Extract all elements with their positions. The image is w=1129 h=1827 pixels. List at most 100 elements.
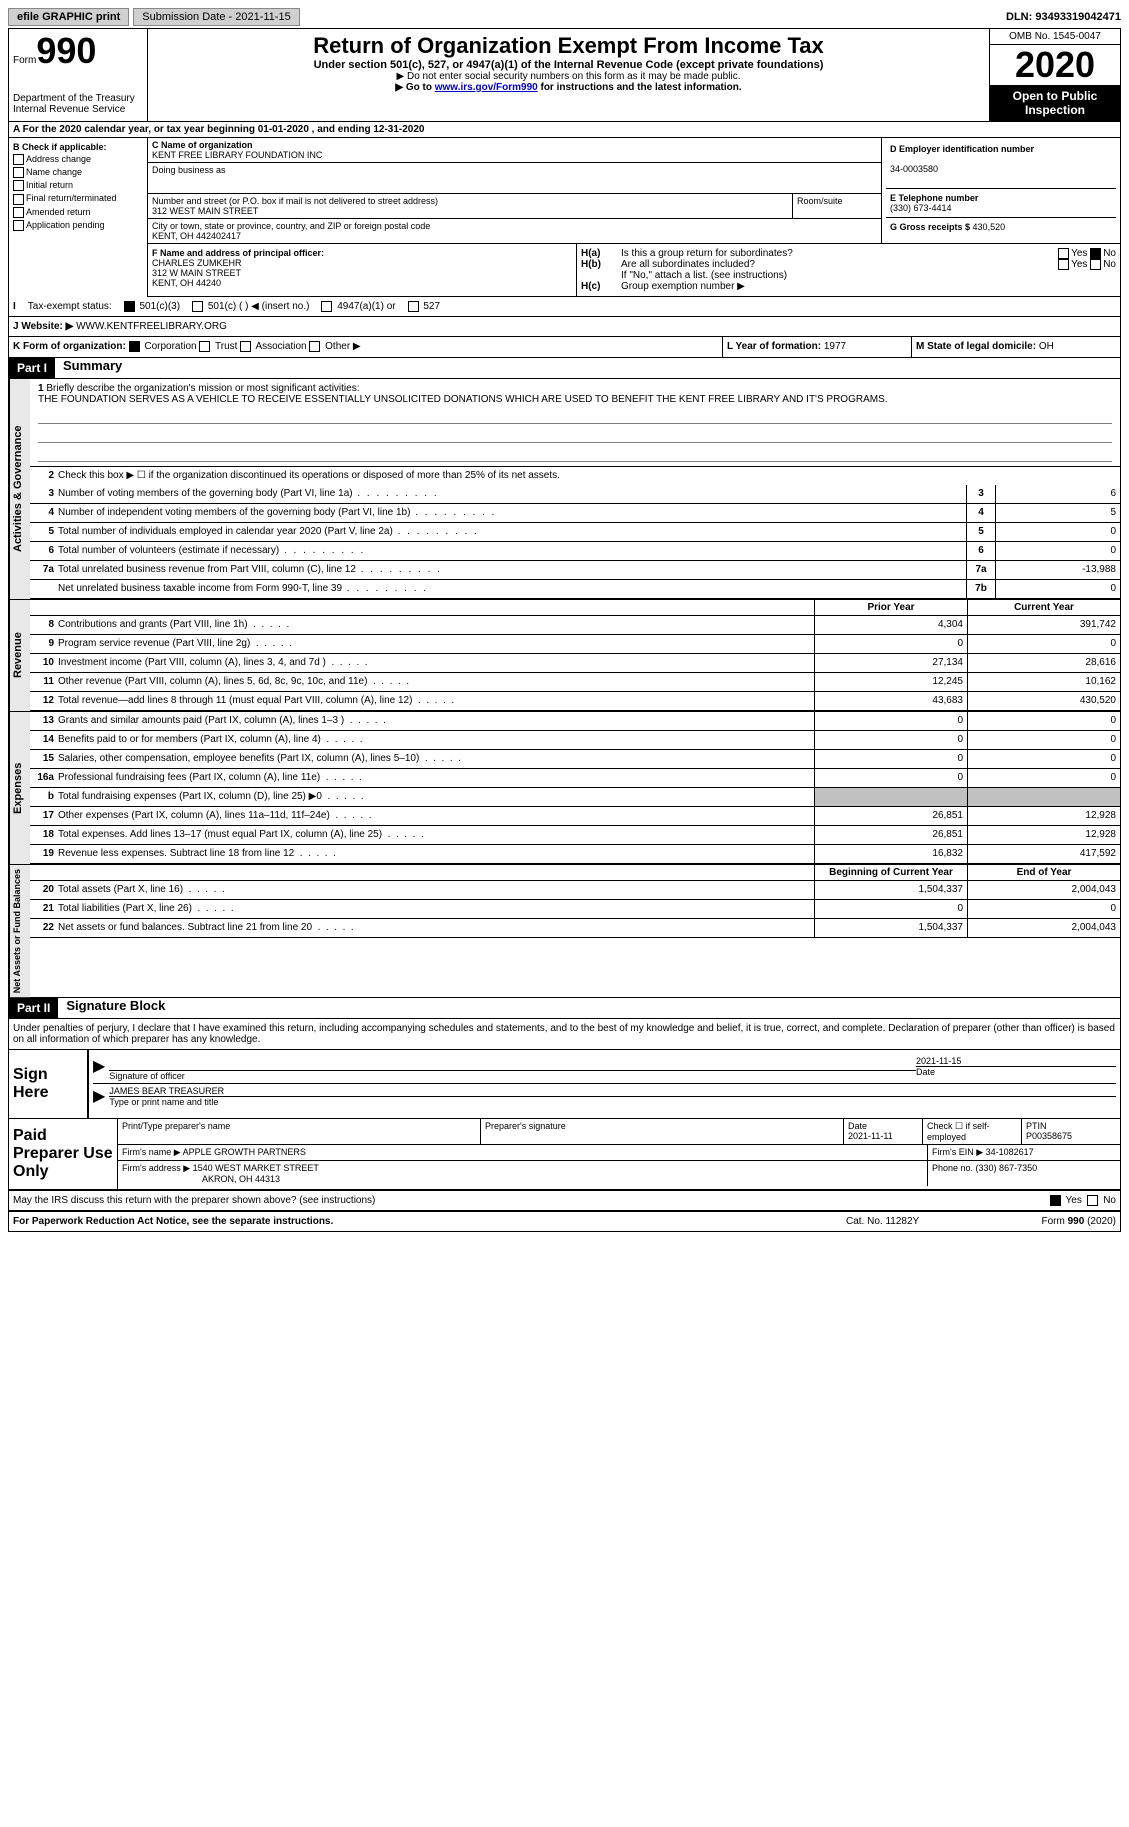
part1-header: Part I [9, 358, 55, 378]
officer-addr2: KENT, OH 44240 [152, 278, 221, 288]
checkbox-pending[interactable] [13, 220, 24, 231]
irs-link[interactable]: www.irs.gov/Form990 [435, 82, 538, 93]
efile-button[interactable]: efile GRAPHIC print [8, 8, 129, 26]
current-val: 12,928 [967, 826, 1120, 844]
checkbox-hb-no[interactable] [1090, 259, 1101, 270]
line-desc: Revenue less expenses. Subtract line 18 … [58, 845, 814, 863]
line-desc: Other revenue (Part VIII, column (A), li… [58, 673, 814, 691]
current-val: 2,004,043 [967, 881, 1120, 899]
line-num: b [30, 788, 58, 806]
checkbox-other[interactable] [309, 341, 320, 352]
line-desc: Net assets or fund balances. Subtract li… [58, 919, 814, 937]
line-box: 4 [966, 504, 995, 522]
header-right: OMB No. 1545-0047 2020 Open to Public In… [989, 29, 1120, 121]
line2-text: Check this box ▶ ☐ if the organization d… [58, 468, 1120, 483]
row-j: J Website: ▶ WWW.KENTFREELIBRARY.ORG [9, 317, 1120, 337]
city-label: City or town, state or province, country… [152, 221, 430, 231]
prior-val: 26,851 [814, 826, 967, 844]
line-desc: Total fundraising expenses (Part IX, col… [58, 788, 814, 806]
checkbox-trust[interactable] [199, 341, 210, 352]
checkbox-527[interactable] [408, 301, 419, 312]
prior-val: 1,504,337 [814, 881, 967, 899]
firm-addr2: AKRON, OH 44313 [122, 1174, 280, 1184]
checkbox-assoc[interactable] [240, 341, 251, 352]
line-desc: Other expenses (Part IX, column (A), lin… [58, 807, 814, 825]
footer-left: For Paperwork Reduction Act Notice, see … [13, 1216, 846, 1227]
current-year-header: Current Year [967, 600, 1120, 615]
line-desc: Total number of individuals employed in … [58, 524, 966, 539]
prior-val: 0 [814, 712, 967, 730]
checkbox-501c3[interactable] [124, 301, 135, 312]
row-k-left: K Form of organization: Corporation Trus… [9, 337, 722, 356]
discuss-text: May the IRS discuss this return with the… [13, 1195, 375, 1206]
line-desc: Total liabilities (Part X, line 26) . . … [58, 900, 814, 918]
firm-name: APPLE GROWTH PARTNERS [183, 1147, 306, 1157]
line-desc: Number of voting members of the governin… [58, 486, 966, 501]
line-num: 12 [30, 692, 58, 710]
submission-date-button[interactable]: Submission Date - 2021-11-15 [133, 8, 299, 26]
prep-name-label: Print/Type preparer's name [118, 1119, 481, 1144]
checkbox-501c[interactable] [192, 301, 203, 312]
firm-phone: (330) 867-7350 [976, 1163, 1038, 1173]
gross-label: G Gross receipts $ [890, 222, 973, 232]
line1-label: Briefly describe the organization's miss… [46, 383, 359, 394]
current-val: 12,928 [967, 807, 1120, 825]
line-desc: Grants and similar amounts paid (Part IX… [58, 712, 814, 730]
part2-header: Part II [9, 998, 58, 1018]
checkbox-ha-yes[interactable] [1058, 248, 1069, 259]
c-name-label: C Name of organization [152, 140, 253, 150]
room-suite: Room/suite [793, 194, 881, 218]
line-desc: Salaries, other compensation, employee b… [58, 750, 814, 768]
line-desc: Total assets (Part X, line 16) . . . . . [58, 881, 814, 899]
ein-label: D Employer identification number [890, 144, 1034, 154]
side-net-assets: Net Assets or Fund Balances [9, 865, 30, 997]
current-val: 0 [967, 769, 1120, 787]
end-year-header: End of Year [967, 865, 1120, 880]
submission-label: Submission Date - [142, 11, 235, 23]
prior-val: 1,504,337 [814, 919, 967, 937]
prior-val: 43,683 [814, 692, 967, 710]
sig-date-label: Date [916, 1066, 1116, 1077]
part1-title: Summary [55, 358, 122, 378]
sign-here-label: Sign Here [9, 1050, 87, 1118]
street-address: 312 WEST MAIN STREET [152, 206, 258, 216]
current-val: 0 [967, 731, 1120, 749]
checkbox-4947[interactable] [321, 301, 332, 312]
sig-date: 2021-11-15 [916, 1056, 1116, 1066]
prior-val: 0 [814, 750, 967, 768]
ptin: P00358675 [1026, 1131, 1072, 1141]
line-box: 7a [966, 561, 995, 579]
begin-year-header: Beginning of Current Year [814, 865, 967, 880]
checkbox-corp[interactable] [129, 341, 140, 352]
current-val: 430,520 [967, 692, 1120, 710]
arrow-icon: ▶ [93, 1086, 109, 1107]
checkbox-name-change[interactable] [13, 167, 24, 178]
line-desc: Program service revenue (Part VIII, line… [58, 635, 814, 653]
checkbox-address-change[interactable] [13, 154, 24, 165]
line-val: 5 [995, 504, 1120, 522]
checkbox-ha-no[interactable] [1090, 248, 1101, 259]
current-val: 0 [967, 750, 1120, 768]
section-b: B Check if applicable: Address change Na… [9, 138, 148, 297]
line-box: 7b [966, 580, 995, 598]
form-id-block: Form 990 Department of the Treasury Inte… [9, 29, 148, 121]
checkbox-discuss-no[interactable] [1087, 1195, 1098, 1206]
checkbox-initial-return[interactable] [13, 180, 24, 191]
form-number: 990 [36, 33, 96, 69]
line-num: 17 [30, 807, 58, 825]
officer-name: CHARLES ZUMKEHR [152, 258, 242, 268]
omb-number: OMB No. 1545-0047 [990, 29, 1120, 45]
section-h: H(a) Is this a group return for subordin… [577, 244, 1120, 296]
tax-year: 2020 [990, 45, 1120, 85]
line-box: 3 [966, 485, 995, 503]
line-desc: Benefits paid to or for members (Part IX… [58, 731, 814, 749]
note-1: ▶ Do not enter social security numbers o… [152, 71, 985, 82]
line-num: 15 [30, 750, 58, 768]
checkbox-hb-yes[interactable] [1058, 259, 1069, 270]
line-desc: Contributions and grants (Part VIII, lin… [58, 616, 814, 634]
checkbox-discuss-yes[interactable] [1050, 1195, 1061, 1206]
checkbox-final-return[interactable] [13, 194, 24, 205]
main-title: Return of Organization Exempt From Incom… [152, 33, 985, 59]
line-num: 11 [30, 673, 58, 691]
checkbox-amended[interactable] [13, 207, 24, 218]
